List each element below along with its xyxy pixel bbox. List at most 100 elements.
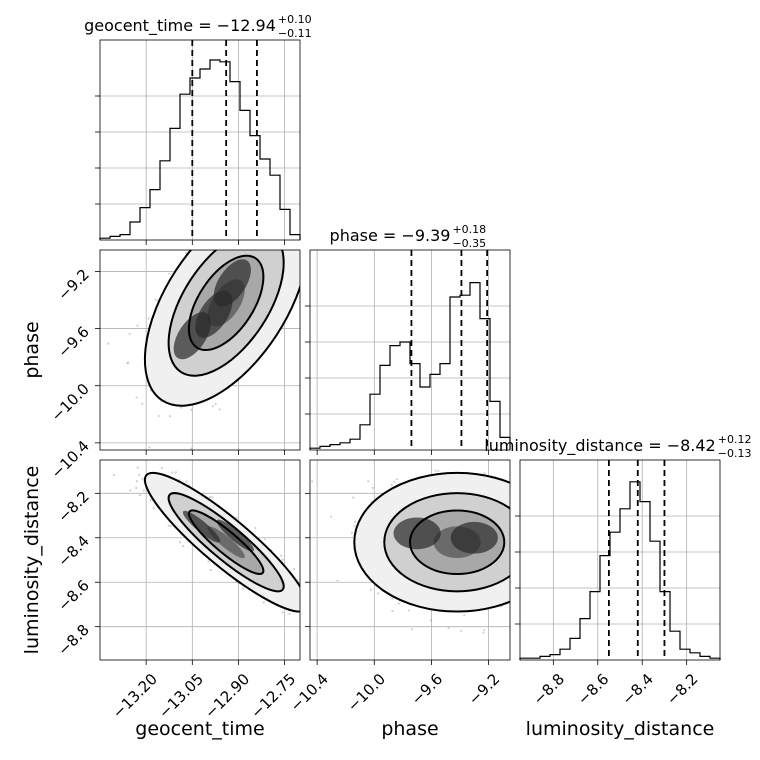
sample-point — [223, 222, 225, 224]
sample-point — [210, 195, 212, 197]
sample-point — [318, 617, 320, 619]
sample-point — [560, 576, 562, 578]
sample-point — [294, 240, 296, 242]
contour-line-2 — [167, 492, 285, 593]
sample-point — [547, 543, 549, 545]
sample-point — [569, 542, 571, 544]
sample-point — [305, 232, 307, 234]
sample-point — [270, 223, 272, 225]
x-tick-label: −10.4 — [287, 670, 332, 715]
sample-point — [512, 526, 514, 528]
sample-point — [285, 229, 287, 231]
sample-point — [317, 309, 319, 311]
sample-point — [529, 558, 531, 560]
contour-line-1 — [353, 471, 510, 613]
hist-step — [519, 481, 721, 660]
sample-point — [526, 548, 528, 550]
density-mode-1 — [450, 521, 498, 554]
sample-point — [207, 560, 210, 563]
sample-point — [209, 568, 212, 572]
sample-point — [527, 538, 529, 540]
sample-point — [257, 241, 259, 243]
sample-point — [127, 361, 130, 364]
sample-point — [472, 438, 474, 440]
panel-title: luminosity_distance = −8.42 +0.12−0.13 — [484, 433, 751, 460]
sample-point — [265, 228, 267, 230]
sample-point — [302, 602, 304, 604]
scatter-panel-phase-vs-luminosity-distance: −10.4 −10.0 −9.6 −9.2 — [287, 438, 571, 715]
sample-point — [273, 219, 275, 221]
sample-point — [234, 212, 236, 214]
sample-point — [520, 505, 522, 507]
sample-point — [294, 191, 296, 193]
sample-point — [142, 489, 145, 492]
sample-point — [530, 590, 532, 592]
sample-point — [559, 539, 561, 541]
sample-point — [516, 532, 518, 534]
sample-point — [370, 588, 373, 591]
panel-frame — [519, 459, 721, 661]
sample-point — [527, 578, 529, 580]
x-tick-label: −12.75 — [247, 670, 299, 722]
sample-point — [142, 454, 144, 456]
sample-point — [544, 560, 546, 562]
sample-point — [168, 415, 172, 418]
sample-point — [313, 622, 315, 624]
sample-point — [138, 494, 141, 497]
hist-step — [99, 59, 301, 240]
sample-point — [254, 236, 256, 238]
sample-point — [180, 406, 183, 409]
sample-point — [112, 473, 115, 476]
sample-point — [525, 532, 527, 534]
sample-point — [517, 505, 519, 507]
sample-point — [319, 246, 321, 248]
sample-point — [209, 246, 211, 248]
sample-point — [152, 507, 155, 510]
title-label: luminosity_distance = −8.42 — [484, 436, 715, 456]
sample-point — [270, 241, 272, 243]
sample-point — [220, 244, 222, 246]
sample-point — [546, 572, 548, 574]
sample-point — [353, 525, 356, 528]
sample-point — [545, 560, 547, 562]
sample-point — [563, 559, 565, 561]
sample-point — [307, 221, 309, 223]
sample-point — [304, 606, 306, 608]
sample-point — [522, 529, 524, 531]
sample-point — [281, 226, 283, 228]
sample-point — [391, 597, 394, 600]
sample-point — [135, 480, 138, 483]
sample-point — [547, 529, 549, 531]
sample-point — [522, 529, 524, 531]
x-tick-label: −8.4 — [618, 670, 656, 708]
sample-point — [513, 557, 515, 559]
sample-point — [174, 471, 178, 474]
sample-point — [281, 611, 284, 614]
sample-point — [527, 557, 529, 559]
sample-point — [168, 272, 171, 275]
sample-point — [262, 601, 265, 604]
sample-point — [535, 534, 537, 536]
sample-point — [517, 568, 519, 570]
sample-point — [522, 561, 524, 563]
scatter-area — [107, 191, 321, 450]
x-tick-label: −8.2 — [663, 670, 701, 708]
sample-point — [281, 558, 284, 561]
contour-line-3 — [187, 509, 265, 576]
sample-point — [148, 446, 151, 449]
sample-point — [512, 545, 514, 547]
sample-point — [482, 631, 485, 634]
sample-point — [513, 549, 515, 551]
sample-point — [516, 538, 518, 540]
sample-point — [371, 438, 373, 440]
sample-point — [214, 402, 217, 406]
sample-point — [221, 247, 223, 249]
sample-point — [222, 244, 224, 246]
sample-point — [523, 567, 525, 569]
sample-point — [514, 529, 516, 531]
y-tick-label: −9.2 — [54, 266, 92, 304]
sample-point — [246, 217, 248, 219]
sample-point — [522, 549, 524, 551]
sample-point — [249, 235, 251, 237]
